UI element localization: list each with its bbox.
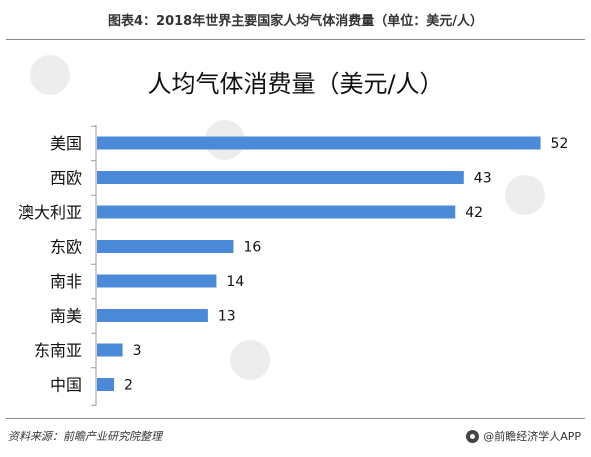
category-label: 南美 (50, 307, 82, 326)
category-label: 美国 (50, 134, 82, 153)
value-label: 13 (218, 309, 236, 325)
watermark-logo-icon (505, 175, 545, 215)
value-label: 52 (551, 136, 569, 152)
bar (97, 205, 456, 219)
footer-divider (6, 418, 585, 419)
value-label: 3 (133, 343, 142, 359)
value-label: 14 (226, 274, 244, 290)
bar (97, 343, 123, 357)
category-label: 东欧 (50, 238, 82, 257)
value-label: 42 (465, 205, 483, 221)
source-note: 资料来源：前瞻产业研究院整理 (8, 430, 162, 443)
category-label: 西欧 (50, 169, 82, 188)
category-label: 南非 (50, 272, 82, 291)
figure-header: 图表4：2018年世界主要国家人均气体消费量（单位：美元/人） (0, 0, 591, 40)
value-label: 16 (243, 240, 261, 256)
brand-credit-text: @前瞻经济学人APP (483, 430, 581, 443)
figure-header-title: 图表4：2018年世界主要国家人均气体消费量（单位：美元/人） (108, 14, 483, 29)
bar (97, 378, 115, 391)
app-logo-icon (466, 429, 480, 443)
value-label: 43 (474, 171, 492, 187)
watermark-logo-icon (230, 340, 270, 380)
bar (97, 309, 208, 322)
bar (97, 171, 464, 184)
bar (97, 240, 234, 253)
bar (97, 274, 217, 288)
value-label: 2 (124, 378, 133, 394)
watermark-logo-icon (30, 55, 70, 95)
header-divider (6, 39, 585, 40)
bar (97, 136, 541, 150)
brand-credit: @前瞻经济学人APP (466, 428, 581, 444)
category-label: 中国 (50, 376, 82, 395)
chart-title: 人均气体消费量（美元/人） (147, 70, 444, 98)
category-label: 东南亚 (34, 341, 82, 360)
category-label: 澳大利亚 (18, 203, 82, 222)
